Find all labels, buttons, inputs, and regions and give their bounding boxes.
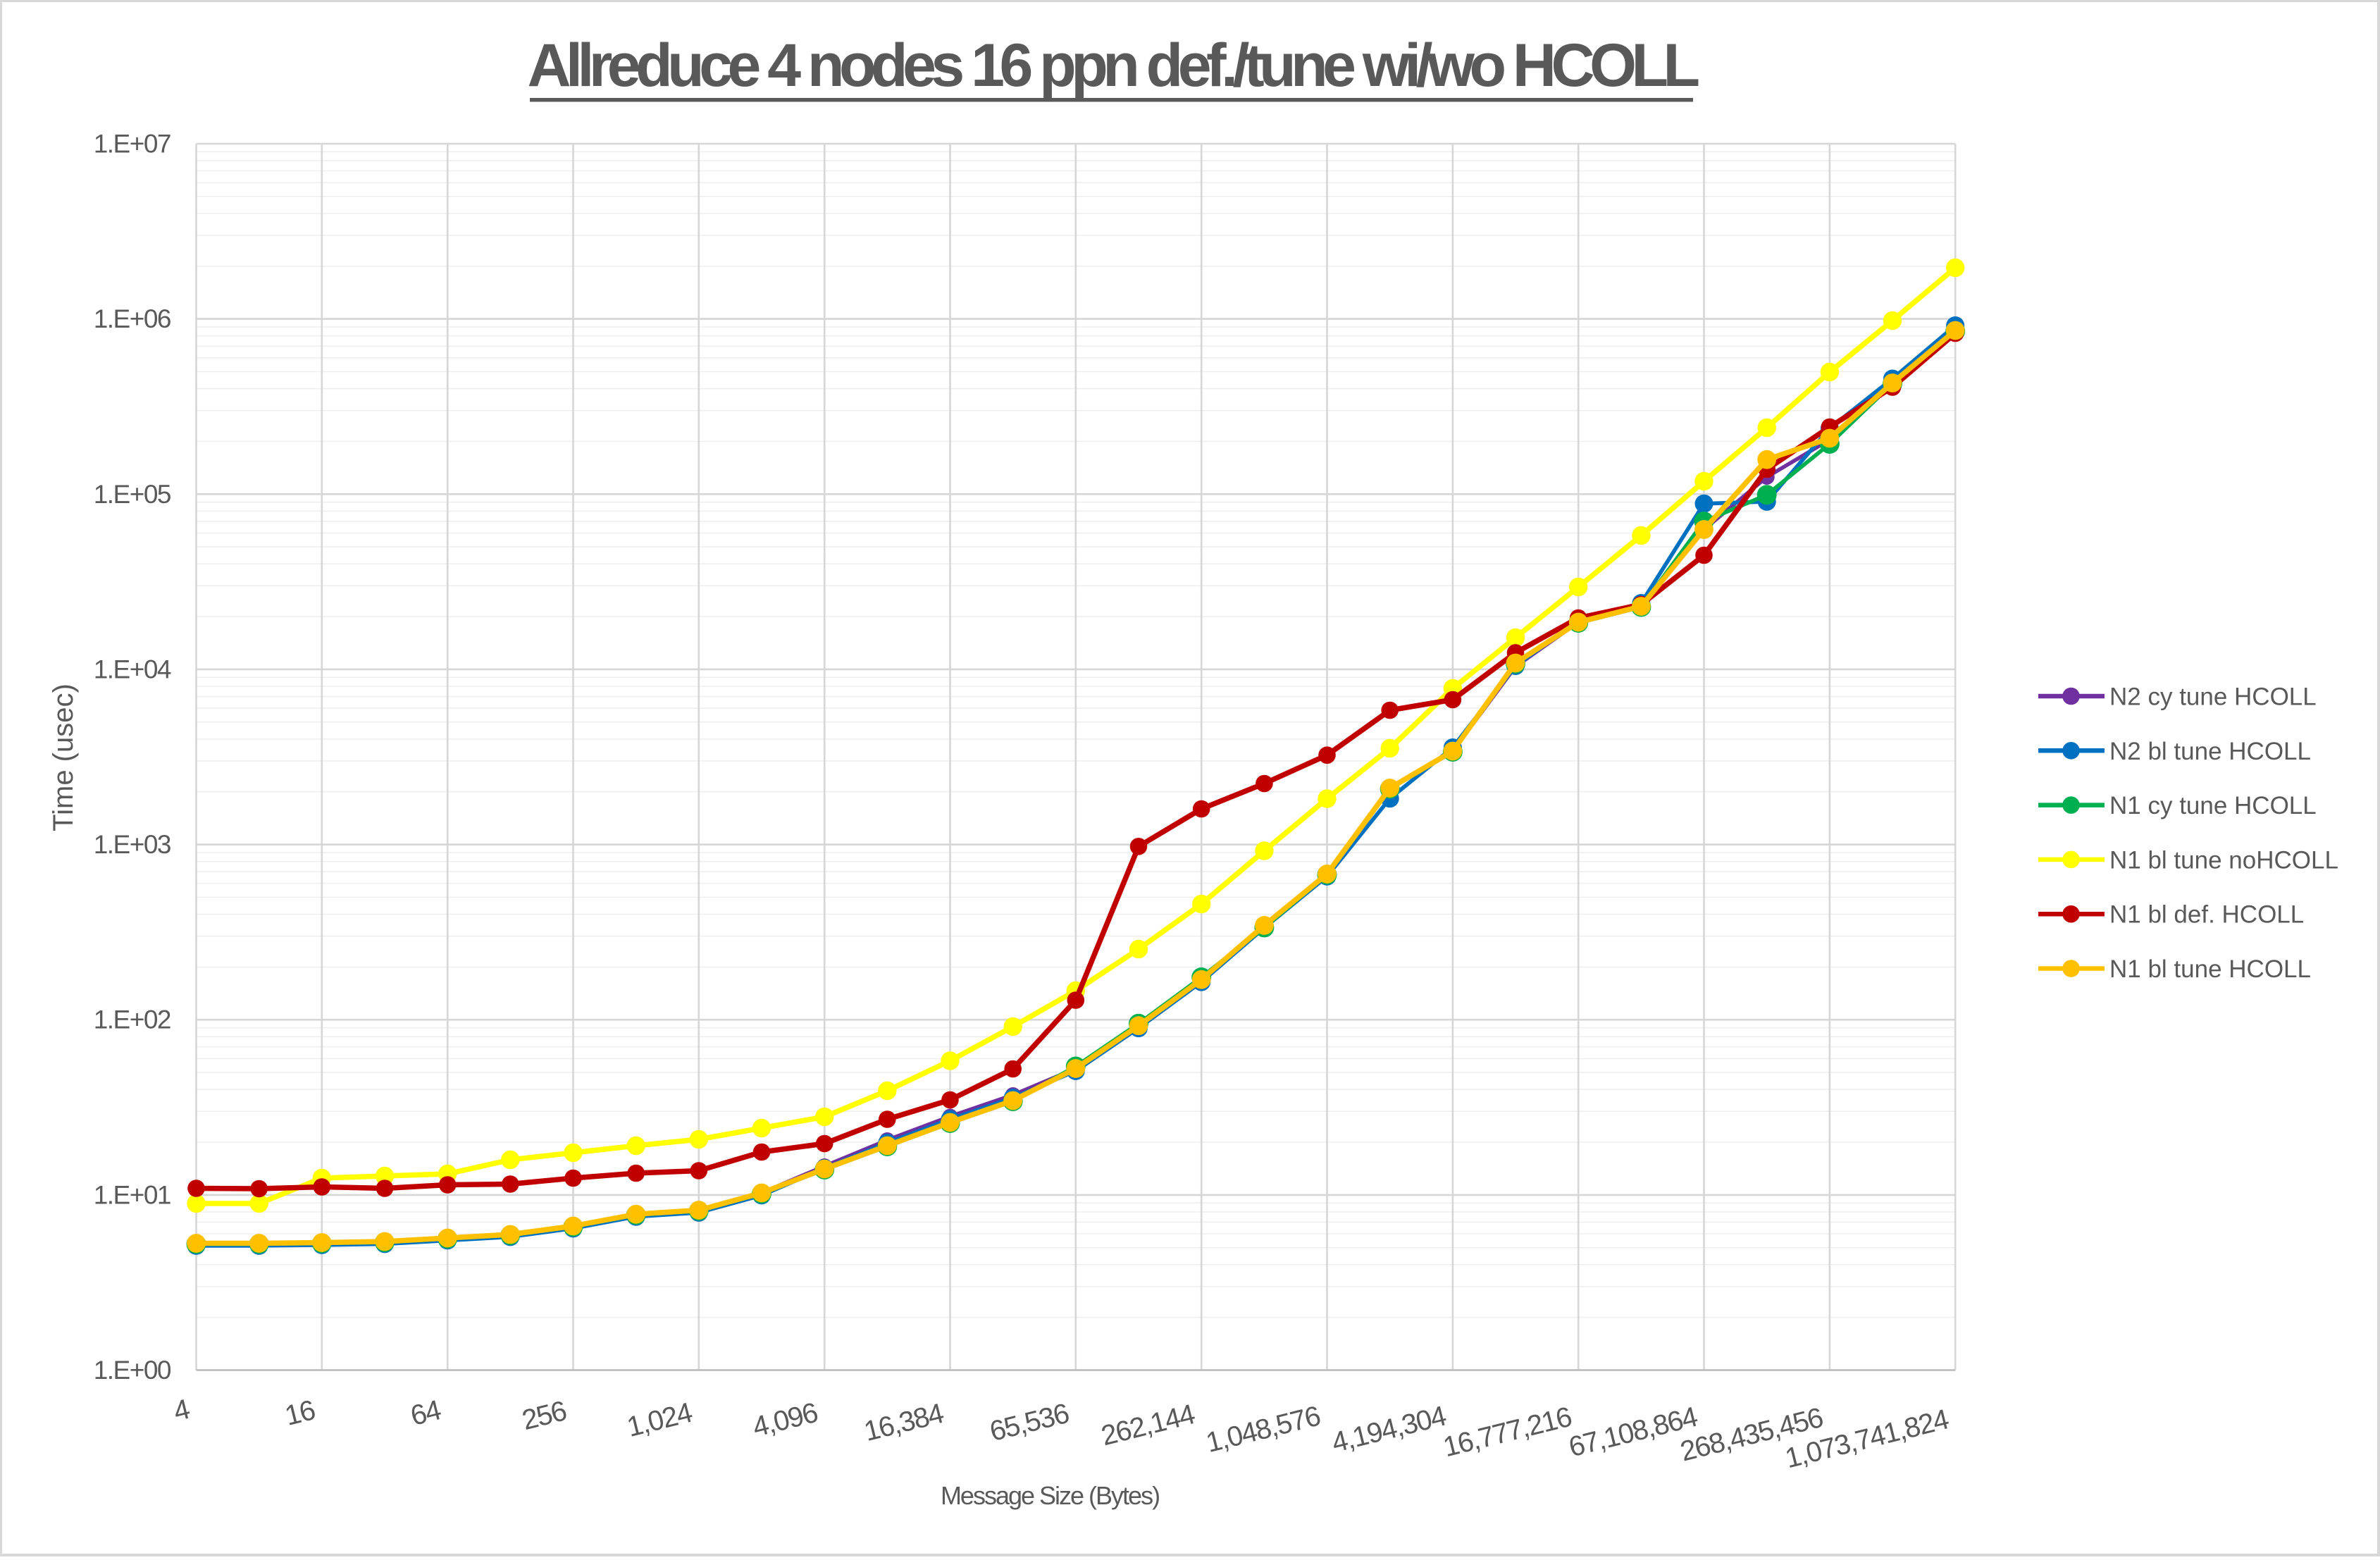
svg-text:1.E+00: 1.E+00 [94,1356,171,1385]
svg-text:1.E+07: 1.E+07 [94,130,171,159]
svg-text:N2 bl tune HCOLL: N2 bl tune HCOLL [2109,738,2311,765]
svg-text:1.E+02: 1.E+02 [94,1005,171,1034]
svg-text:1.E+03: 1.E+03 [94,830,171,859]
svg-text:1.E+04: 1.E+04 [94,655,171,683]
svg-text:Allreduce 4 nodes 16 ppn def./: Allreduce 4 nodes 16 ppn def./tune wi/wo… [527,32,1698,99]
svg-text:1.E+06: 1.E+06 [94,304,171,333]
svg-text:1.E+05: 1.E+05 [94,480,171,509]
svg-text:1.E+01: 1.E+01 [94,1180,171,1209]
svg-text:N1 bl def. HCOLL: N1 bl def. HCOLL [2109,901,2304,929]
svg-text:N1 bl tune noHCOLL: N1 bl tune noHCOLL [2109,846,2338,874]
svg-text:Time (usec): Time (usec) [48,683,79,831]
svg-text:N1 bl tune HCOLL: N1 bl tune HCOLL [2109,955,2311,983]
svg-text:N2 cy tune HCOLL: N2 cy tune HCOLL [2109,683,2317,711]
svg-text:N1 cy tune HCOLL: N1 cy tune HCOLL [2109,792,2317,819]
svg-text:Message Size (Bytes): Message Size (Bytes) [941,1481,1159,1510]
